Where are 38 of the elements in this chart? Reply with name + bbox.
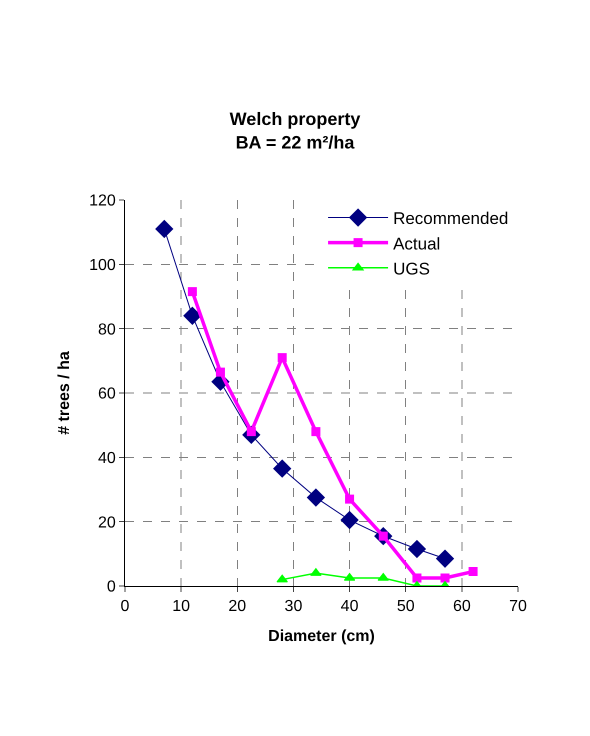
- x-tick-label: 70: [509, 598, 527, 616]
- y-tick-label: 0: [106, 578, 116, 596]
- y-tick-label: 60: [98, 386, 116, 403]
- x-tick-label: 10: [172, 598, 190, 616]
- point: [408, 540, 426, 558]
- x-tick-label: 50: [396, 598, 415, 616]
- point: [188, 287, 197, 296]
- point: [378, 572, 389, 581]
- legend-label: UGS: [393, 259, 430, 278]
- x-tick-label: 60: [452, 598, 471, 616]
- point: [468, 567, 478, 576]
- point: [344, 572, 356, 581]
- y-tick-label: 80: [98, 321, 116, 338]
- x-tick-label: 0: [120, 598, 130, 616]
- point: [311, 427, 320, 436]
- y-tick-label: 20: [98, 514, 116, 532]
- point: [273, 460, 292, 478]
- point: [183, 306, 202, 325]
- y-tick-label: 100: [89, 256, 116, 274]
- y-tick-label: 40: [98, 450, 116, 467]
- point: [278, 353, 287, 362]
- x-tick-label: 20: [228, 598, 246, 616]
- point: [155, 220, 174, 238]
- legend-label: Recommended: [393, 209, 508, 228]
- x-tick-label: 40: [340, 598, 359, 616]
- point: [436, 550, 454, 568]
- point: [412, 573, 422, 582]
- x-tick-label: 30: [284, 598, 302, 616]
- x-axis-title: Diameter (cm): [268, 628, 375, 645]
- point: [340, 511, 359, 530]
- point: [216, 368, 225, 377]
- y-tick-label: 120: [89, 192, 116, 210]
- y-axis-title: # trees / ha: [56, 351, 73, 435]
- point: [440, 573, 450, 582]
- legend-label: Actual: [393, 234, 440, 254]
- point: [306, 488, 325, 506]
- point: [345, 494, 354, 504]
- chart-title: Welch property BA = 22 m²/ha: [230, 109, 360, 153]
